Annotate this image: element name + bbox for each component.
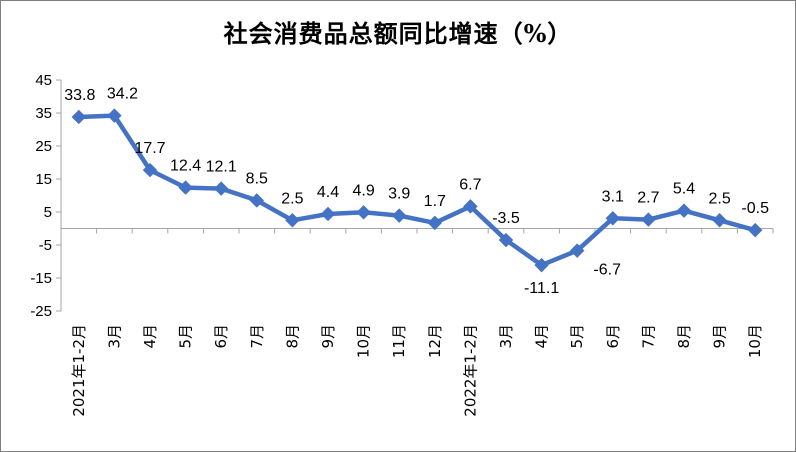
data-label: 1.7 (424, 193, 446, 210)
data-label: -0.5 (741, 200, 769, 217)
y-tick-label: -25 (30, 303, 52, 320)
x-tick-label: 10月 (746, 324, 764, 358)
y-tick-label: 25 (35, 138, 52, 155)
data-point-marker (676, 203, 692, 218)
data-label: 17.7 (134, 140, 165, 157)
data-point-marker (71, 109, 87, 125)
x-tick-label: 8月 (283, 324, 301, 349)
data-point-marker (534, 257, 549, 273)
data-point-marker (178, 180, 193, 195)
markers-group (71, 108, 763, 273)
data-label: 4.9 (352, 182, 374, 199)
data-label: -6.7 (593, 262, 621, 279)
data-labels-group: 33.8 34.2 17.7 12.4 12.1 8.5 2.5 4.4 4.9 3.9 1.7 6.… (64, 86, 769, 297)
x-tick-label: 7月 (639, 324, 657, 349)
x-tick-label: 12月 (426, 324, 444, 358)
data-label: 3.9 (388, 186, 410, 203)
x-tick-label: 6月 (604, 324, 622, 349)
data-point-marker (213, 181, 229, 196)
data-label: -3.5 (492, 210, 520, 227)
x-tick-label: 9月 (319, 324, 337, 349)
x-tick-label: 3月 (105, 324, 123, 349)
data-label: 3.1 (602, 188, 624, 205)
axes (60, 80, 773, 311)
x-tick-label: 6月 (212, 324, 230, 349)
data-point-marker (249, 193, 265, 208)
x-tick-label: 5月 (568, 324, 586, 349)
data-label: 8.5 (246, 170, 268, 187)
data-point-marker (285, 213, 300, 228)
data-point-marker (463, 199, 478, 214)
x-tick-label: 4月 (141, 324, 159, 349)
chart-title: 社会消费品总额同比增速（%） (223, 19, 573, 48)
data-label: 2.5 (708, 190, 730, 207)
x-tick-label: 4月 (533, 324, 551, 349)
y-tick-label: -15 (30, 270, 52, 287)
x-tick-label: 3月 (497, 324, 515, 349)
x-tick-label: 9月 (711, 324, 729, 349)
y-tick-label: -5 (39, 237, 52, 254)
y-tick-label: 35 (35, 105, 52, 122)
x-tick-label: 10月 (355, 324, 373, 358)
data-point-marker (569, 243, 585, 258)
y-tick-label: 5 (44, 204, 52, 221)
data-point-marker (712, 213, 727, 228)
y-tick-label: 15 (35, 171, 52, 188)
data-label: 5.4 (673, 181, 695, 198)
data-point-marker (498, 232, 514, 248)
data-label: 2.7 (637, 190, 659, 207)
data-point-marker (356, 205, 371, 220)
data-point-marker (320, 206, 336, 222)
data-label: 2.5 (281, 190, 303, 207)
x-tick-label: 7月 (248, 324, 266, 349)
x-tick-label: 5月 (177, 324, 195, 349)
data-label: 4.4 (317, 184, 339, 201)
x-tick-label: 2022年1-2月 (461, 324, 479, 417)
data-point-marker (142, 162, 158, 178)
data-label: 34.2 (107, 86, 138, 103)
y-axis-ticks: 45 35 25 15 5 -5 -15 -25 (30, 72, 61, 320)
data-point-marker (427, 215, 443, 231)
x-tick-label: 8月 (675, 324, 693, 349)
data-label: 12.1 (206, 159, 237, 176)
data-point-marker (747, 222, 763, 238)
data-point-marker (641, 212, 656, 227)
data-label: 6.7 (459, 176, 481, 193)
y-tick-label: 45 (35, 72, 52, 89)
data-point-marker (107, 108, 122, 123)
x-tick-label: 11月 (390, 324, 408, 358)
x-axis-ticks: 2021年1-2月 3月 4月 5月 6月 7月 8月 9月 10月 11月 12月 2022年1-2… (60, 228, 774, 417)
data-point-marker (391, 208, 407, 223)
data-label: -11.1 (524, 280, 559, 297)
data-label: 33.8 (64, 87, 95, 104)
x-tick-label: 2021年1-2月 (70, 324, 88, 417)
data-point-marker (605, 211, 621, 226)
data-label: 12.4 (170, 158, 201, 175)
